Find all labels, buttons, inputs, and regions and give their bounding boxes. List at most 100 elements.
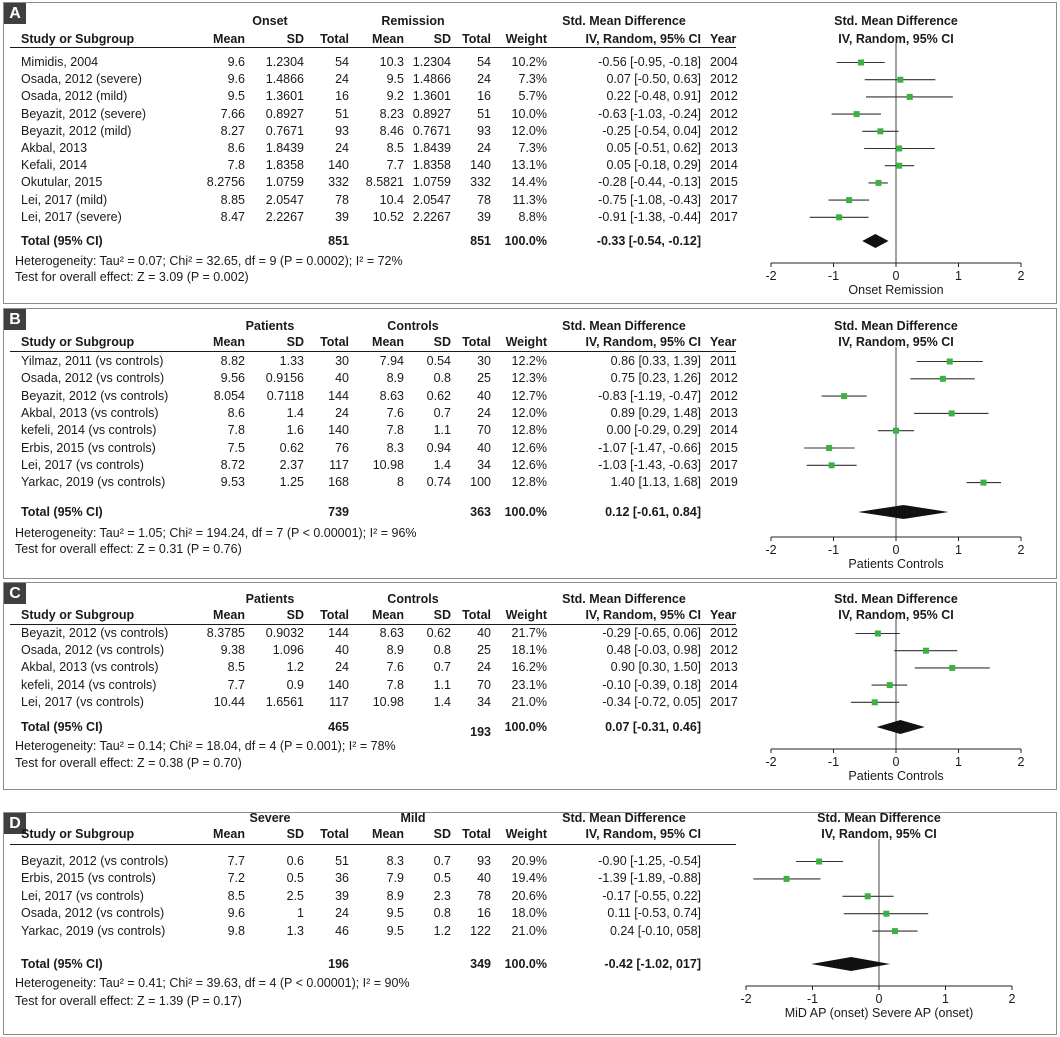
mean2-value: 8.63 <box>379 388 404 403</box>
sd2-value: 0.7671 <box>412 123 451 138</box>
mean2-value: 8.5 <box>386 141 404 155</box>
year-value: 2004 <box>710 55 738 69</box>
sd1-col-header: SD <box>286 827 304 841</box>
mean2-value: 9.5 <box>386 906 404 921</box>
total2-value: 34 <box>477 694 491 709</box>
plot-title: Std. Mean Difference <box>834 592 958 606</box>
weight-value: 11.3% <box>512 192 547 207</box>
ci-value: 0.05 [-0.18, 0.29] <box>606 158 701 173</box>
total1-value: 117 <box>329 694 349 709</box>
mean2-value: 8.5821 <box>365 175 404 190</box>
year-col-header: Year <box>710 32 737 46</box>
mean2-value: 10.4 <box>379 192 404 207</box>
total2-value: 34 <box>477 457 491 472</box>
sd1-value: 1.2 <box>286 660 304 675</box>
total1-value: 39 <box>335 888 349 903</box>
forest-panel-d: D Severe Mild Std. Mean Difference Std. Mean… <box>3 811 1057 1035</box>
sd2-value: 1.4866 <box>412 72 451 87</box>
mean1-value: 9.6 <box>227 55 245 69</box>
sd1-value: 2.37 <box>279 457 304 472</box>
x-tick-label: -2 <box>765 269 776 283</box>
ci-value: -0.83 [-1.19, -0.47] <box>598 388 701 403</box>
total1-value: 76 <box>335 440 349 455</box>
sd1-col-header: SD <box>286 335 304 349</box>
forest-plot-svg: -2 -1 0 1 2 Patients Controls <box>765 619 1025 783</box>
mean1-value: 8.5 <box>227 660 245 675</box>
year-col-header: Year <box>710 335 737 349</box>
sd2-value: 0.7 <box>433 854 451 868</box>
x-tick-label: -2 <box>765 755 776 769</box>
weight-value: 8.8% <box>518 209 548 224</box>
x-axis-label: MiD AP (onset) Severe AP (onset) <box>785 1006 974 1020</box>
total1-value: 168 <box>328 475 349 490</box>
total-weight: 100.0% <box>504 505 547 519</box>
point-estimate <box>883 910 890 917</box>
ci-value: 0.00 [-0.29, 0.29] <box>606 423 701 438</box>
sd2-value: 2.2267 <box>412 209 451 224</box>
ci-value: 0.75 [0.23, 1.26] <box>610 371 701 386</box>
x-tick-label: 1 <box>955 269 962 283</box>
total1-value: 30 <box>335 354 349 368</box>
plot-title: Std. Mean Difference <box>834 14 958 28</box>
mean1-value: 9.6 <box>227 72 245 87</box>
total2-value: 332 <box>470 175 491 190</box>
total2-value: 122 <box>470 923 491 938</box>
point-estimate <box>891 928 898 935</box>
x-tick-label: 0 <box>876 992 883 1006</box>
sd2-col-header: SD <box>433 32 451 46</box>
total-weight: 100.0% <box>504 234 547 248</box>
mean1-value: 7.8 <box>227 423 245 438</box>
point-estimate <box>858 59 864 66</box>
sd2-value: 1.1 <box>433 423 451 438</box>
mean1-value: 7.7 <box>227 677 245 692</box>
sd1-value: 0.7118 <box>266 388 304 403</box>
sd1-value: 0.5 <box>286 871 304 886</box>
point-estimate <box>841 393 848 400</box>
panel-letter: D <box>4 813 26 834</box>
sd1-value: 1.4 <box>286 405 304 420</box>
group1-header: Onset <box>252 14 288 28</box>
sd2-value: 1.0759 <box>412 175 451 190</box>
total-label: Total (95% CI) <box>21 957 103 971</box>
mean1-value: 8.85 <box>220 192 245 207</box>
weight-value: 16.2% <box>511 660 547 675</box>
sd2-value: 1.8439 <box>412 141 451 155</box>
year-value: 2012 <box>710 388 738 403</box>
ci-value: 1.40 [1.13, 1.68] <box>610 475 701 490</box>
mean1-value: 8.2756 <box>206 175 245 190</box>
study-name: Beyazit, 2012 (vs controls) <box>21 626 169 640</box>
point-estimate <box>949 664 956 671</box>
mean1-col-header: Mean <box>213 827 245 841</box>
mean2-value: 10.52 <box>372 209 404 224</box>
sd2-col-header: SD <box>433 827 451 841</box>
study-name: Osada, 2012 (vs controls) <box>21 643 165 658</box>
ci-value: -0.91 [-1.38, -0.44] <box>598 209 701 224</box>
sd1-value: 1.2304 <box>265 55 304 69</box>
ci-value: 0.05 [-0.51, 0.62] <box>606 141 701 155</box>
x-tick-label: 2 <box>1018 269 1025 283</box>
study-name: Beyazit, 2012 (severe) <box>21 106 147 121</box>
mean2-value: 9.5 <box>386 923 404 938</box>
x-tick-label: 2 <box>1018 755 1025 769</box>
weight-value: 10.0% <box>511 106 547 121</box>
mean1-value: 8.72 <box>220 457 245 472</box>
group2-header: Controls <box>387 592 439 606</box>
overall-effect-text: Test for overall effect: Z = 3.09 (P = 0… <box>15 270 249 284</box>
sd2-value: 1.2304 <box>412 55 451 69</box>
x-tick-label: 2 <box>1018 543 1025 557</box>
smd-header: Std. Mean Difference <box>562 319 686 333</box>
ci-value: -0.56 [-0.95, -0.18] <box>598 55 701 69</box>
study-name: Osada, 2012 (mild) <box>21 89 128 104</box>
ci-value: 0.22 [-0.48, 0.91] <box>606 89 701 104</box>
total2-value: 40 <box>477 440 491 455</box>
year-value: 2019 <box>710 475 738 490</box>
total2-value: 24 <box>477 141 491 155</box>
study-name: Akbal, 2013 <box>21 141 88 155</box>
mean2-value: 10.98 <box>372 694 404 709</box>
header-rule <box>10 844 736 845</box>
total2-col-header: Total <box>462 335 491 349</box>
sd1-value: 1.6561 <box>265 694 304 709</box>
total2-value: 30 <box>477 354 491 368</box>
point-estimate <box>923 647 929 654</box>
point-estimate <box>871 699 878 706</box>
